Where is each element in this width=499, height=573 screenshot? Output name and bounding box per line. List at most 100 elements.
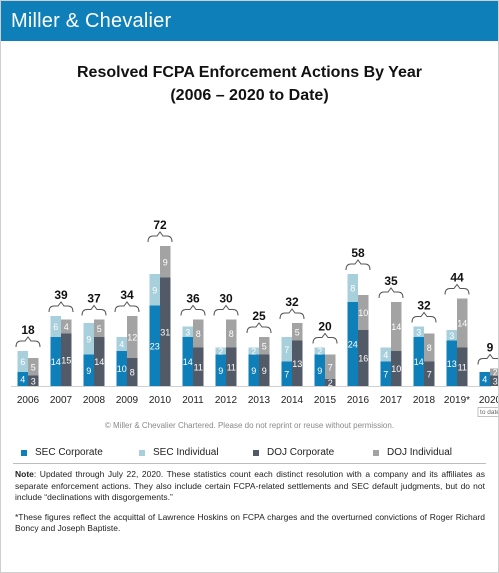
bar-value-label: 11	[194, 362, 203, 372]
bar-segment-sec-corporate	[446, 340, 457, 386]
bar-value-label: 2	[317, 347, 322, 357]
bar-segment-doj-individual	[61, 319, 72, 334]
bar-value-label: 10	[358, 308, 368, 318]
bar-segment-sec-individual	[50, 316, 61, 337]
bar-value-label: 5	[97, 324, 102, 334]
total-bracket	[114, 301, 140, 313]
brand-header-bar: Miller & Chevalier	[1, 1, 498, 41]
bar-value-label: 7	[284, 345, 289, 355]
x-tick-label: 2008	[83, 395, 106, 406]
bar-value-label: 4	[64, 322, 69, 332]
x-tick-label: 2018	[413, 395, 436, 406]
bar-value-label: 4	[119, 340, 124, 350]
bar-value-label: 10	[117, 364, 127, 374]
bar-segment-sec-individual	[83, 323, 94, 355]
bar-value-label: 3	[185, 327, 190, 337]
total-bracket	[180, 304, 206, 316]
total-label: 35	[384, 274, 398, 288]
bar-value-label: 14	[414, 357, 424, 367]
bar-value-label: 7	[427, 369, 432, 379]
bar-segment-doj-corporate	[94, 337, 105, 386]
total-bracket	[246, 322, 272, 334]
bar-value-label: 13	[447, 359, 457, 369]
total-label: 30	[219, 292, 233, 306]
bar-value-label: 3	[416, 327, 421, 337]
legend-item: SEC Individual	[139, 447, 219, 458]
bar-value-label: 8	[196, 329, 201, 339]
bar-segment-sec-corporate	[314, 354, 325, 386]
bar-value-label: 9	[163, 257, 168, 267]
bar-segment-doj-corporate	[358, 330, 369, 386]
bar-value-label: 16	[358, 354, 368, 364]
bar-segment-doj-individual	[358, 295, 369, 330]
total-label: 72	[153, 218, 167, 232]
bar-segment-doj-individual	[490, 368, 498, 376]
x-tick-label: 2016	[347, 395, 370, 406]
bar-segment-doj-corporate	[259, 354, 270, 386]
x-tick-label: 2011	[182, 395, 204, 406]
bar-segment-sec-corporate	[215, 354, 226, 386]
bar-value-label: 9	[317, 366, 322, 376]
bar-segment-sec-individual	[380, 347, 391, 362]
bar-value-label: 2	[251, 347, 256, 357]
legend-label: DOJ Individual	[387, 447, 453, 458]
bar-segment-doj-corporate	[424, 361, 435, 386]
bar-segment-doj-individual	[457, 298, 468, 348]
bar-segment-sec-individual	[347, 274, 358, 302]
legend-item: SEC Corporate	[21, 447, 103, 458]
bar-segment-doj-individual	[391, 302, 402, 351]
x-tick-label: 2012	[215, 395, 238, 406]
legend-swatch	[21, 449, 27, 456]
bar-segment-sec-corporate	[17, 372, 28, 386]
total-label: 32	[417, 299, 431, 313]
legend-item: DOJ Corporate	[253, 447, 334, 458]
stacked-bar-chart: 4635182006146154392007991453720081048123…	[11, 218, 498, 417]
total-bracket	[345, 259, 371, 271]
x-tick-label: 2019*	[444, 395, 470, 406]
bar-value-label: 14	[51, 357, 61, 367]
note-paragraph: Note: Updated through July 22, 2020. The…	[15, 469, 485, 504]
total-bracket	[81, 304, 107, 316]
bar-value-label: 11	[227, 362, 236, 372]
divider	[13, 463, 486, 464]
bar-value-label: 3	[31, 376, 36, 386]
total-label: 58	[351, 246, 365, 260]
bar-value-label: 2	[218, 347, 223, 357]
x-tick-label: 2014	[281, 395, 304, 406]
bar-value-label: 6	[53, 322, 58, 332]
bar-segment-sec-corporate	[413, 337, 424, 386]
chart-legend: SEC Corporate SEC Individual DOJ Corporate…	[1, 443, 498, 463]
bar-segment-sec-individual	[314, 347, 325, 355]
total-bracket	[279, 308, 305, 320]
total-bracket	[213, 304, 239, 316]
total-label: 37	[87, 292, 101, 306]
bar-segment-sec-corporate	[479, 372, 490, 386]
bar-segment-sec-individual	[281, 337, 292, 362]
bar-value-label: 4	[482, 375, 487, 385]
bar-segment-sec-individual	[446, 330, 457, 341]
x-tick-label: 2020	[479, 395, 498, 406]
total-bracket	[477, 353, 498, 365]
bar-segment-sec-corporate	[83, 354, 94, 386]
bar-value-label: 5	[31, 362, 36, 372]
total-label: 25	[252, 309, 266, 323]
bar-segment-sec-corporate	[380, 361, 391, 386]
bar-segment-doj-corporate	[457, 347, 468, 386]
legend-swatch	[373, 449, 379, 456]
bar-segment-sec-corporate	[149, 305, 160, 386]
bar-segment-doj-individual	[127, 316, 138, 358]
bar-value-label: 14	[94, 357, 104, 367]
legend-item: DOJ Individual	[373, 447, 452, 458]
bar-value-label: 9	[86, 366, 91, 376]
bar-value-label: 12	[127, 333, 137, 343]
bar-value-label: 10	[391, 364, 401, 374]
bar-segment-sec-corporate	[50, 337, 61, 386]
bar-value-label: 5	[295, 327, 300, 337]
bar-value-label: 7	[328, 362, 333, 372]
bar-segment-doj-individual	[94, 319, 105, 337]
total-bracket	[147, 231, 173, 243]
bar-value-label: 4	[383, 350, 388, 360]
bar-value-label: 8	[427, 343, 432, 353]
bar-segment-sec-individual	[149, 274, 160, 306]
